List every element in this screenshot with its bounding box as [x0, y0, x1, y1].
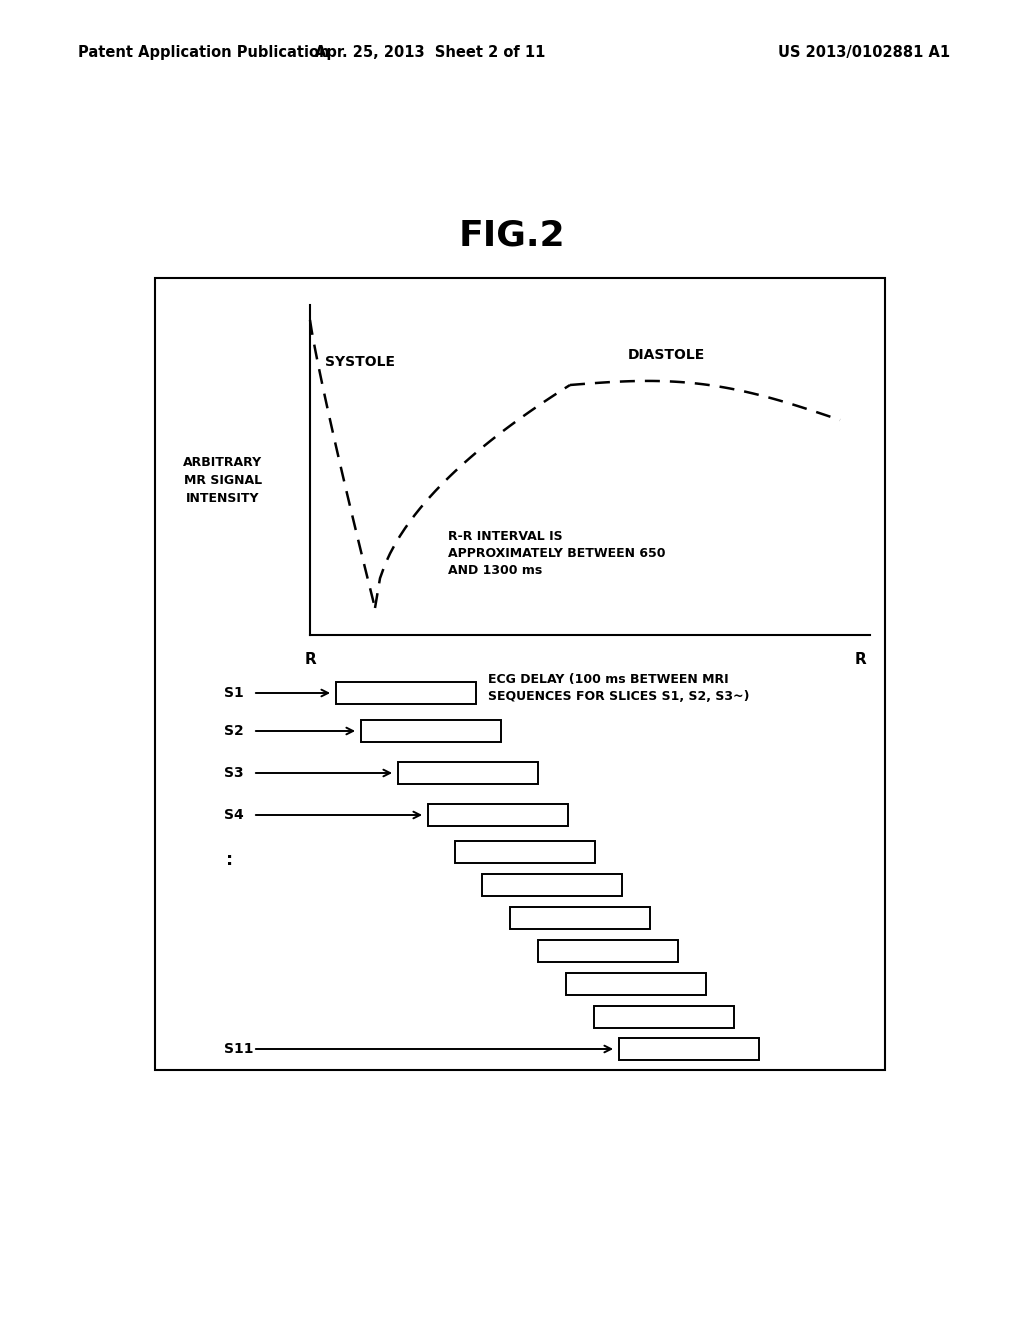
Bar	[566, 973, 706, 995]
Text: Patent Application Publication: Patent Application Publication	[78, 45, 330, 59]
Text: DIASTOLE: DIASTOLE	[628, 348, 706, 362]
Text: FIG.2: FIG.2	[459, 218, 565, 252]
Bar	[336, 682, 476, 704]
Bar	[398, 762, 538, 784]
Text: S1: S1	[224, 686, 244, 700]
Bar	[594, 1006, 734, 1028]
Text: S11: S11	[224, 1041, 254, 1056]
Text: Apr. 25, 2013  Sheet 2 of 11: Apr. 25, 2013 Sheet 2 of 11	[314, 45, 545, 59]
Bar	[618, 1038, 759, 1060]
Text: ARBITRARY
MR SIGNAL
INTENSITY: ARBITRARY MR SIGNAL INTENSITY	[183, 455, 262, 504]
Text: R: R	[854, 652, 866, 667]
Bar	[482, 874, 622, 896]
Text: ECG DELAY (100 ms BETWEEN MRI
SEQUENCES FOR SLICES S1, S2, S3~): ECG DELAY (100 ms BETWEEN MRI SEQUENCES …	[488, 673, 750, 704]
Bar	[455, 841, 595, 863]
Bar	[538, 940, 678, 962]
Text: SYSTOLE: SYSTOLE	[325, 355, 395, 370]
Bar	[155, 279, 885, 1071]
Bar	[428, 804, 568, 826]
Text: S2: S2	[224, 723, 244, 738]
Text: :: :	[226, 851, 233, 869]
Text: R: R	[304, 652, 315, 667]
Text: R-R INTERVAL IS
APPROXIMATELY BETWEEN 650
AND 1300 ms: R-R INTERVAL IS APPROXIMATELY BETWEEN 65…	[449, 531, 666, 577]
Text: US 2013/0102881 A1: US 2013/0102881 A1	[778, 45, 950, 59]
Bar	[361, 719, 501, 742]
Text: S3: S3	[224, 766, 244, 780]
Text: S4: S4	[224, 808, 244, 822]
Bar	[510, 907, 650, 929]
